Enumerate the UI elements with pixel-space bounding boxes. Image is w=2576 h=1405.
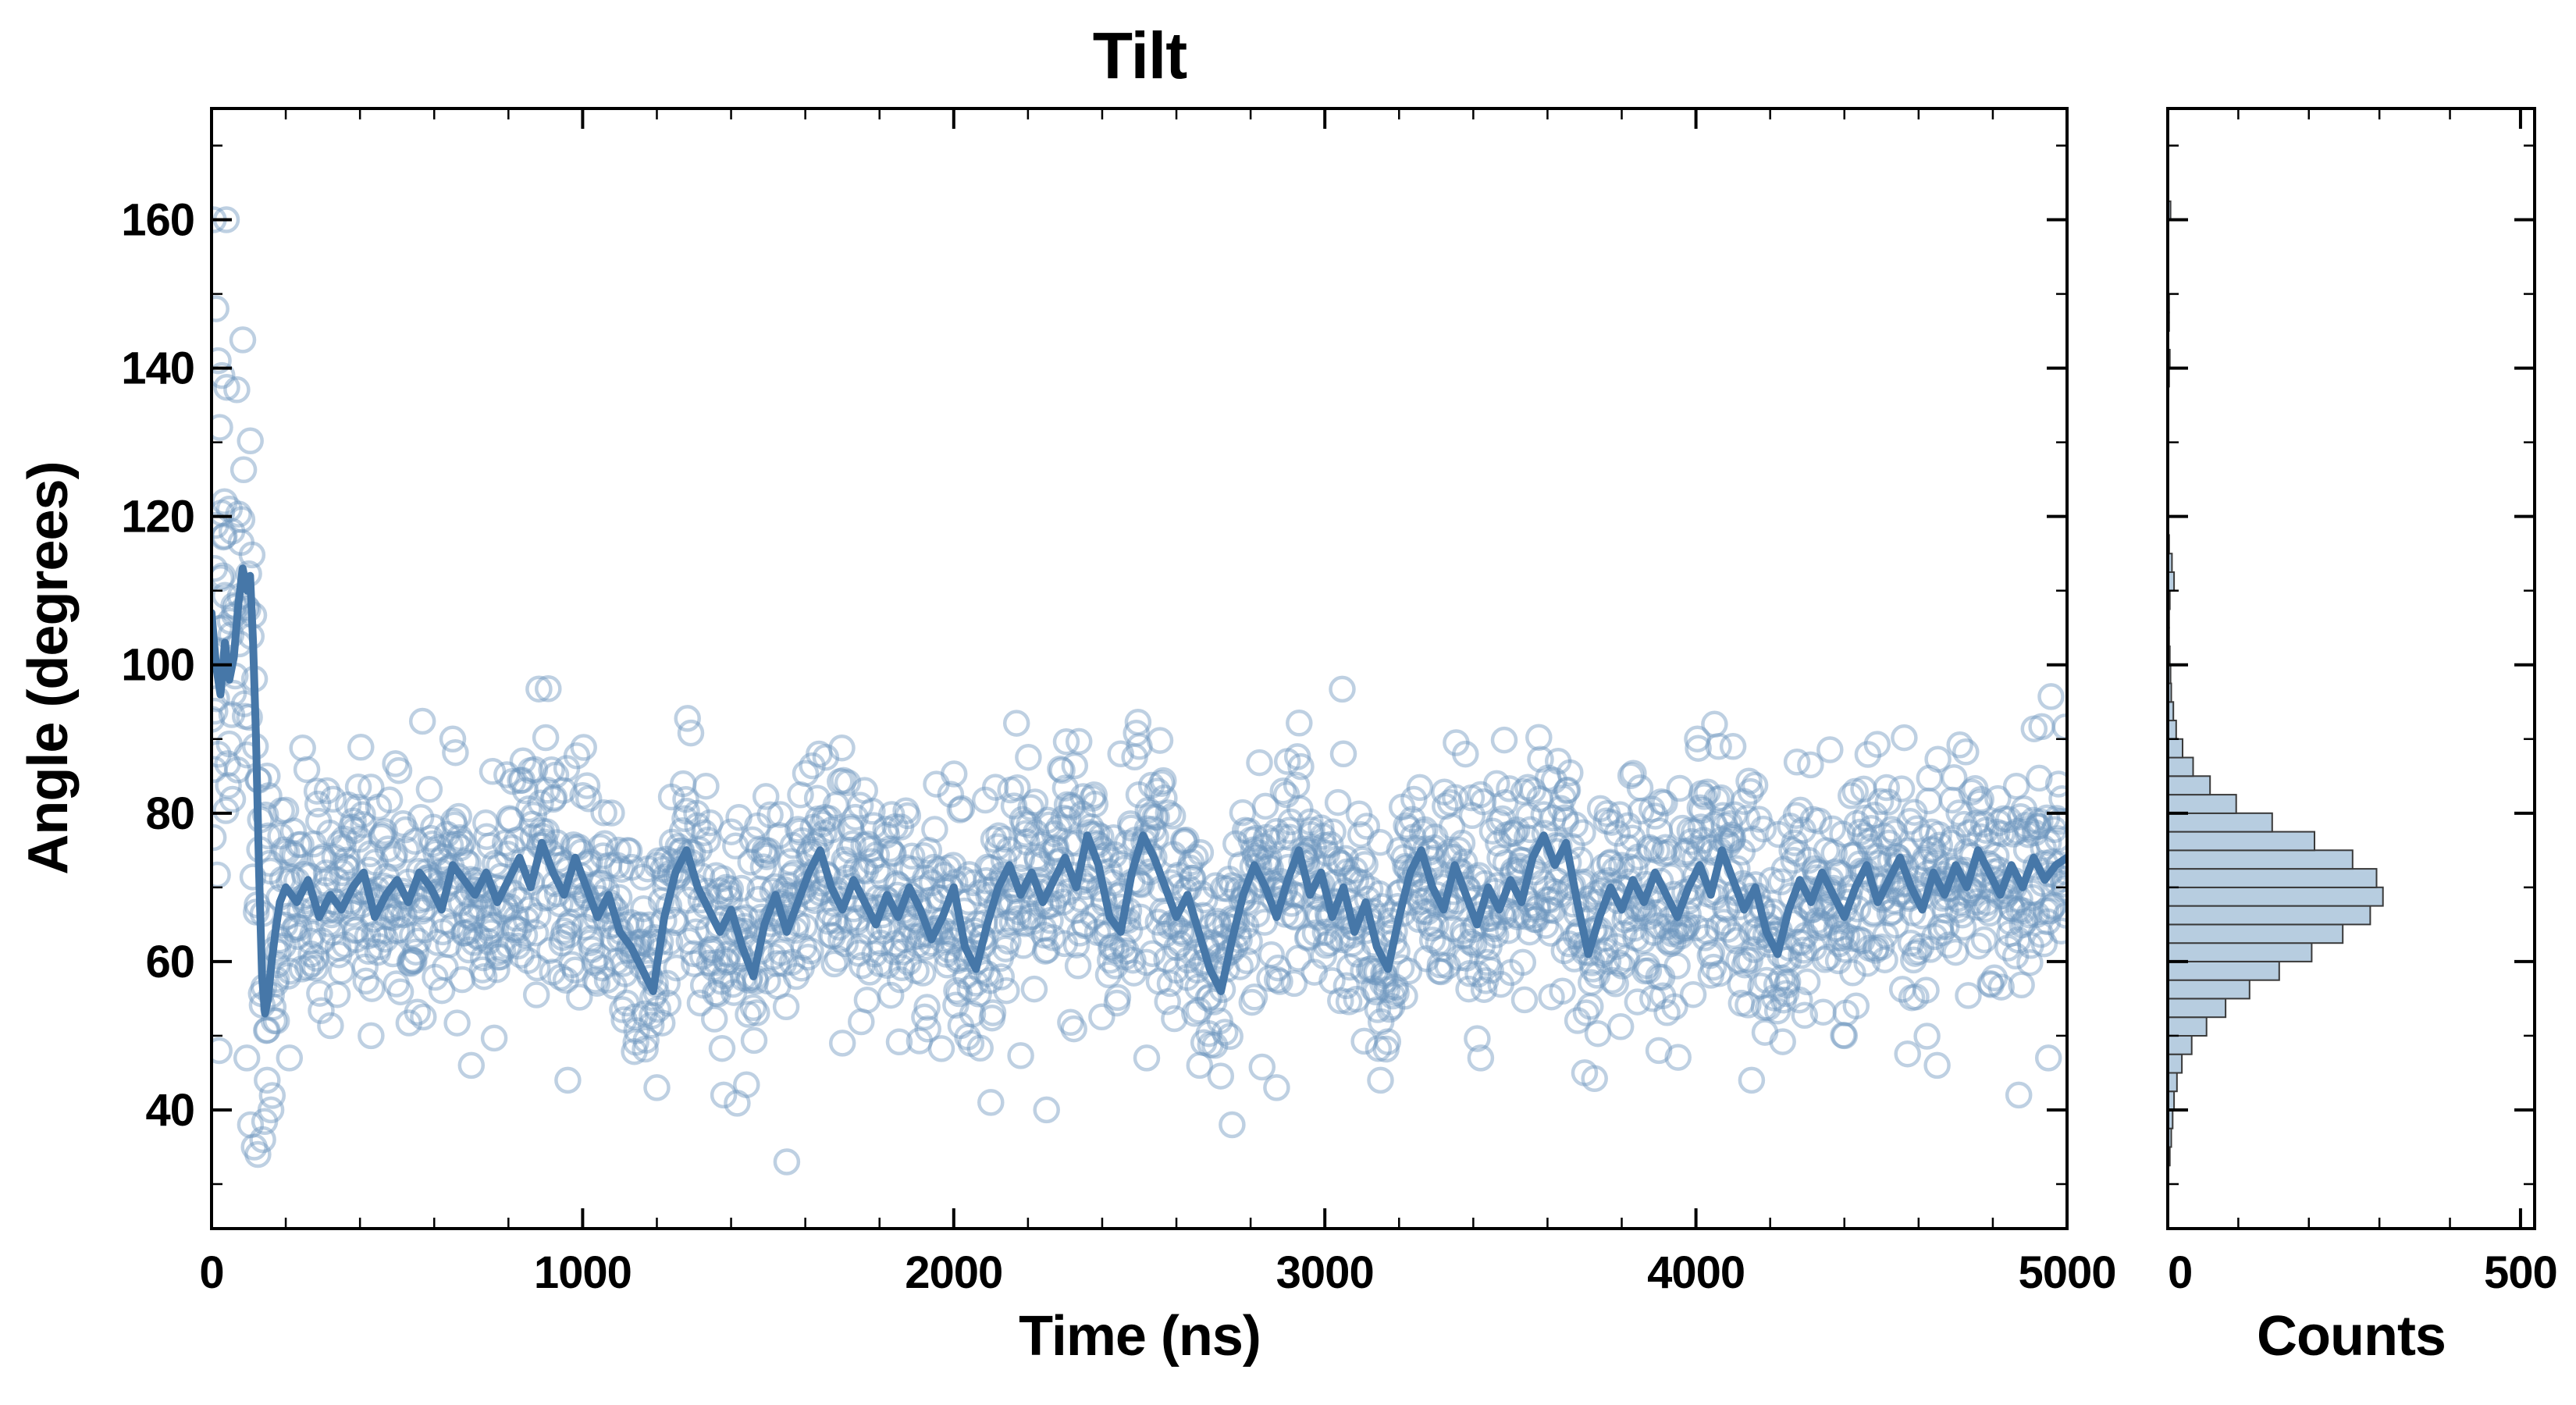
svg-text:3000: 3000 xyxy=(1276,1247,1374,1298)
svg-text:40: 40 xyxy=(145,1085,194,1136)
scatter-points xyxy=(212,206,2067,1176)
histogram-bar xyxy=(2168,831,2315,852)
chart-title: Tilt xyxy=(1092,19,1187,93)
histogram-bar xyxy=(2168,1034,2193,1055)
histogram-bar xyxy=(2168,868,2378,888)
histogram-bar xyxy=(2168,812,2273,833)
y-axis-label: Angle (degrees) xyxy=(17,461,80,875)
histogram-bar xyxy=(2168,1053,2183,1074)
svg-text:100: 100 xyxy=(121,640,194,691)
svg-text:60: 60 xyxy=(145,937,194,987)
x-axis-label: Time (ns) xyxy=(1019,1305,1261,1368)
histogram-bar xyxy=(2168,1016,2208,1037)
running-average-line xyxy=(212,564,2067,1018)
histogram-bar xyxy=(2168,942,2313,962)
svg-text:4000: 4000 xyxy=(1647,1247,1745,1298)
svg-text:2000: 2000 xyxy=(905,1247,1002,1298)
main-plot-content xyxy=(212,206,2067,1176)
svg-text:120: 120 xyxy=(121,492,194,542)
svg-text:80: 80 xyxy=(145,788,194,839)
svg-text:0: 0 xyxy=(199,1247,223,1298)
histogram-bar xyxy=(2168,738,2183,759)
histogram-bar xyxy=(2168,886,2384,907)
histogram-bar xyxy=(2168,923,2344,944)
svg-text:500: 500 xyxy=(2484,1247,2557,1298)
histogram-bar xyxy=(2168,849,2354,870)
main-axes-frame xyxy=(210,107,2069,1230)
svg-text:160: 160 xyxy=(121,195,194,246)
svg-text:1000: 1000 xyxy=(534,1247,632,1298)
histogram-axes-frame xyxy=(2166,107,2536,1230)
histogram-bar xyxy=(2168,979,2250,1000)
svg-text:140: 140 xyxy=(121,343,194,394)
histogram-bar xyxy=(2168,794,2237,814)
histogram-bars xyxy=(2168,200,2384,1167)
histogram-x-axis-label: Counts xyxy=(2257,1305,2446,1368)
histogram-bar xyxy=(2168,960,2280,981)
histogram-bar xyxy=(2168,998,2227,1019)
svg-text:0: 0 xyxy=(2168,1247,2192,1298)
histogram-bar xyxy=(2168,775,2211,796)
svg-text:5000: 5000 xyxy=(2018,1247,2115,1298)
histogram-bar xyxy=(2168,756,2194,777)
histogram-bar xyxy=(2168,905,2371,926)
